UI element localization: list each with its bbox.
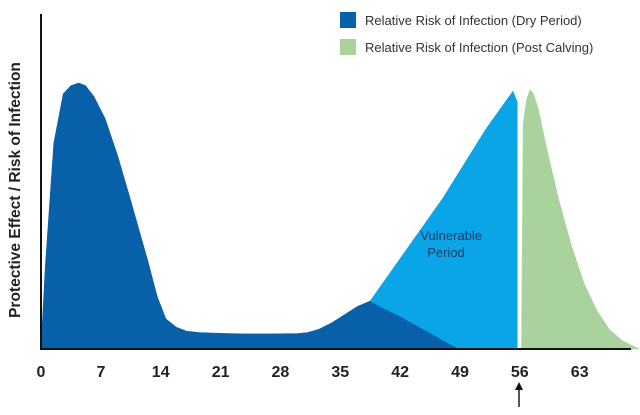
x-tick-label: 21 (212, 364, 230, 381)
x-tick-label: 28 (272, 364, 290, 381)
legend-label-dry-period: Relative Risk of Infection (Dry Period) (365, 13, 582, 28)
x-tick-label: 63 (571, 364, 589, 381)
legend-swatch-dry-period (340, 12, 356, 28)
x-tick-label: 56 (511, 364, 529, 381)
x-tick-label: 7 (96, 364, 105, 381)
vulnerable-period-annotation: Vulnerable Period (420, 228, 485, 260)
legend: Relative Risk of Infection (Dry Period) … (340, 12, 593, 55)
x-tick-label: 42 (391, 364, 409, 381)
x-tick-label: 14 (152, 364, 170, 381)
day-56-arrow-icon (515, 382, 523, 407)
series-areas (40, 82, 640, 350)
legend-swatch-post-calving (340, 39, 356, 55)
x-tick-label: 49 (451, 364, 469, 381)
x-tick-label: 0 (37, 364, 46, 381)
y-axis-label: Protective Effect / Risk of Infection (7, 62, 24, 318)
x-tick-labels: 0 7 14 21 28 35 42 49 56 63 (37, 364, 589, 381)
vulnerable-period-area (369, 90, 518, 350)
annotation-line-2: Period (427, 245, 465, 260)
annotation-line-1: Vulnerable (420, 228, 482, 243)
post-calving-area (521, 89, 640, 350)
x-tick-label: 35 (331, 364, 349, 381)
legend-label-post-calving: Relative Risk of Infection (Post Calving… (365, 40, 593, 55)
